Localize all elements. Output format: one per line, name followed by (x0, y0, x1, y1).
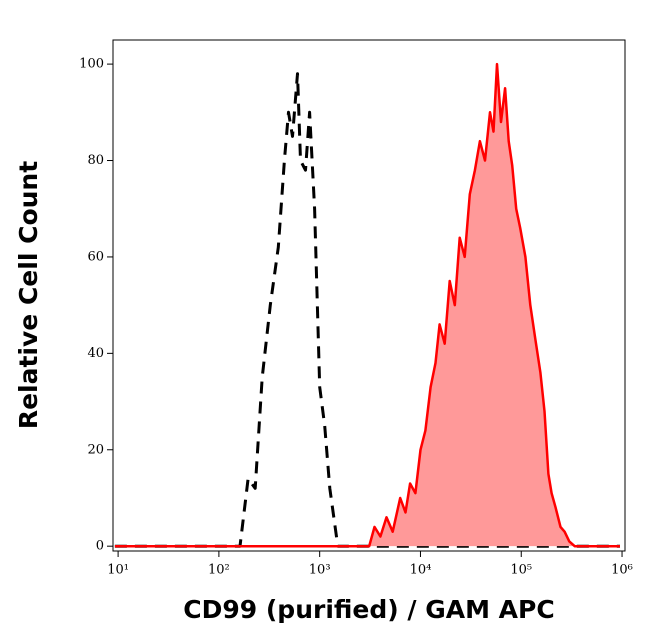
y-axis-title: Relative Cell Count (14, 161, 43, 429)
x-tick-label: 10⁴ (410, 563, 432, 578)
x-tick-label: 10¹ (107, 563, 129, 578)
area (114, 64, 621, 547)
y-tick-label: 0 (96, 539, 104, 554)
line (114, 62, 620, 548)
y-tick-label: 60 (87, 249, 104, 264)
plot-frame (112, 39, 626, 552)
y-tick-label: 20 (87, 442, 104, 457)
x-tick-label: 10⁶ (611, 563, 633, 578)
y-tick-label: 100 (79, 57, 104, 72)
line (114, 72, 620, 548)
y-tick-label: 80 (87, 153, 104, 168)
x-tick-label: 10⁵ (510, 563, 532, 578)
x-tick-label: 10³ (309, 563, 331, 578)
x-axis-title: CD99 (purified) / GAM APC (183, 595, 554, 624)
y-tick-label: 40 (87, 346, 104, 361)
x-tick-label: 10² (208, 563, 230, 578)
